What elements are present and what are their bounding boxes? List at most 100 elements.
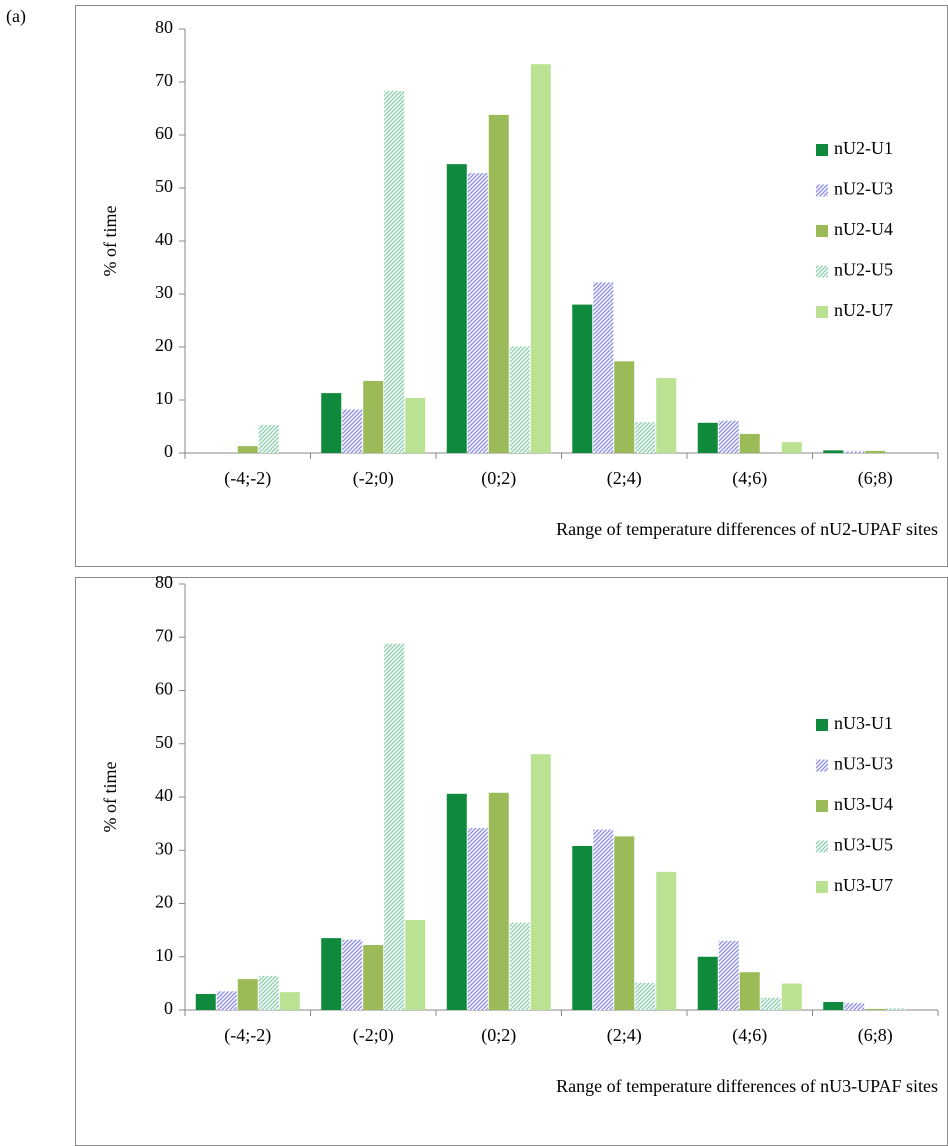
- bar: [195, 994, 216, 1010]
- y-tick-label: 80: [155, 17, 173, 37]
- bar: [760, 997, 781, 1010]
- y-tick-label: 60: [155, 123, 173, 143]
- bar: [739, 972, 760, 1010]
- bar: [844, 1003, 865, 1010]
- bar: [488, 792, 509, 1010]
- legend-swatch: [816, 306, 828, 318]
- legend-label: nU2-U5: [834, 260, 893, 280]
- x-tick-label: (-4;-2): [224, 1025, 271, 1046]
- bar: [572, 304, 593, 453]
- x-tick-label: (6;8): [858, 468, 893, 489]
- legend-swatch: [816, 719, 828, 731]
- bar: [823, 1002, 844, 1010]
- y-tick-label: 30: [155, 838, 173, 858]
- bar: [321, 393, 342, 453]
- bar: [488, 114, 509, 454]
- bar: [593, 282, 614, 453]
- y-tick-label: 70: [155, 70, 173, 90]
- bar: [886, 1008, 907, 1010]
- bar: [509, 922, 530, 1010]
- y-tick-label: 20: [155, 335, 173, 355]
- x-tick-label: (0;2): [481, 1025, 516, 1046]
- x-tick-label: (0;2): [481, 468, 516, 489]
- bar: [467, 827, 488, 1010]
- bar: [739, 433, 760, 453]
- x-tick-label: (4;6): [732, 1025, 767, 1046]
- legend-label: nU2-U3: [834, 179, 893, 199]
- x-tick-label: (2;4): [607, 468, 642, 489]
- legend-label: nU2-U4: [834, 219, 893, 239]
- x-axis-title: Range of temperature differences of nU3-…: [556, 1076, 938, 1096]
- legend-label: nU3-U5: [834, 835, 893, 855]
- x-tick-label: (4;6): [732, 468, 767, 489]
- legend-swatch: [816, 144, 828, 156]
- panel-frame: [75, 577, 948, 1146]
- bar: [258, 975, 279, 1010]
- bar: [614, 836, 635, 1010]
- legend-swatch: [816, 184, 828, 197]
- legend-label: nU3-U1: [834, 713, 893, 733]
- bar: [865, 1008, 886, 1010]
- y-tick-label: 50: [155, 176, 173, 196]
- bar: [363, 380, 384, 453]
- bar: [216, 991, 237, 1010]
- y-tick-label: 0: [164, 998, 173, 1018]
- y-tick-label: 40: [155, 785, 173, 805]
- x-tick-label: (-2;0): [353, 1025, 394, 1046]
- bar: [656, 378, 677, 453]
- bar: [865, 450, 886, 453]
- bar: [342, 409, 363, 453]
- y-tick-label: 0: [164, 441, 173, 461]
- bar: [363, 945, 384, 1010]
- bar: [635, 422, 656, 453]
- bar: [844, 451, 865, 453]
- legend-swatch: [816, 800, 828, 812]
- bar: [614, 361, 635, 453]
- bar: [321, 938, 342, 1010]
- legend-label: nU2-U7: [834, 300, 893, 320]
- bar: [697, 422, 718, 453]
- y-axis-title: % of time: [100, 206, 120, 277]
- bar: [342, 939, 363, 1010]
- legend-label: nU2-U1: [834, 138, 893, 158]
- x-tick-label: (2;4): [607, 1025, 642, 1046]
- y-tick-label: 40: [155, 229, 173, 249]
- bar: [509, 346, 530, 453]
- bar: [718, 940, 739, 1010]
- bar: [635, 982, 656, 1010]
- bar: [718, 420, 739, 453]
- panel-label: (a): [6, 6, 26, 27]
- y-tick-label: 10: [155, 388, 173, 408]
- bar: [781, 983, 802, 1010]
- bar: [446, 164, 467, 453]
- bar: [530, 754, 551, 1010]
- y-tick-label: 10: [155, 945, 173, 965]
- x-tick-label: (6;8): [858, 1025, 893, 1046]
- y-tick-label: 70: [155, 625, 173, 645]
- x-tick-label: (-4;-2): [224, 468, 271, 489]
- bar: [593, 829, 614, 1010]
- bar: [467, 173, 488, 453]
- legend-label: nU3-U7: [834, 875, 893, 895]
- bar: [405, 397, 426, 453]
- bar: [823, 450, 844, 453]
- legend-swatch: [816, 225, 828, 237]
- y-tick-label: 60: [155, 679, 173, 699]
- y-tick-label: 30: [155, 282, 173, 302]
- bar: [237, 979, 258, 1010]
- bar: [237, 446, 258, 453]
- bar: [405, 920, 426, 1010]
- y-axis-title: % of time: [100, 762, 120, 833]
- bar: [384, 91, 405, 453]
- x-tick-label: (-2;0): [353, 468, 394, 489]
- bar: [572, 845, 593, 1010]
- x-axis-title: Range of temperature differences of nU2-…: [556, 519, 938, 539]
- legend-swatch: [816, 840, 828, 853]
- y-tick-label: 80: [155, 572, 173, 592]
- legend-label: nU3-U4: [834, 794, 893, 814]
- legend-swatch: [816, 265, 828, 278]
- bar: [697, 956, 718, 1010]
- y-tick-label: 50: [155, 732, 173, 752]
